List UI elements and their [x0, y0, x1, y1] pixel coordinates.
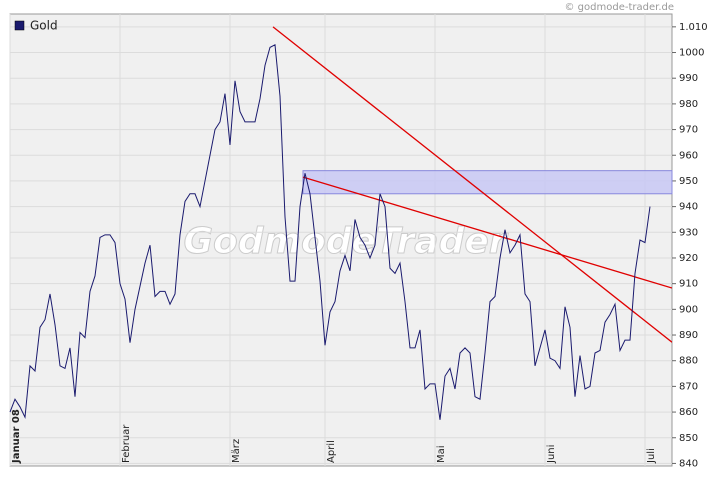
y-tick-label: 910 [679, 279, 698, 290]
y-tick-label: 990 [679, 73, 698, 84]
y-tick-label: 850 [679, 433, 698, 444]
y-tick-label: 950 [679, 176, 698, 187]
x-tick-label: März [231, 439, 242, 463]
x-tick-label: Mai [436, 445, 447, 463]
resistance-band [302, 170, 673, 195]
y-tick-label: 1.010 [679, 22, 708, 33]
y-tick-label: 960 [679, 150, 698, 161]
y-tick-label: 920 [679, 253, 698, 264]
trend-line [272, 26, 672, 343]
y-tick-label: 900 [679, 304, 698, 315]
y-tick-label: 980 [679, 99, 698, 110]
watermark: GodmodeTrader [183, 221, 508, 262]
y-tick-label: 930 [679, 227, 698, 238]
y-tick-label: 880 [679, 356, 698, 367]
x-tick-label: Februar [121, 424, 132, 463]
y-tick-label: 860 [679, 407, 698, 418]
x-tick-label: Januar 08 [11, 409, 22, 464]
x-tick-label: Juli [646, 448, 657, 464]
y-tick-label: 1000 [679, 48, 704, 59]
y-tick-label: 870 [679, 381, 698, 392]
legend-swatch [14, 20, 25, 31]
y-tick-label: 840 [679, 458, 698, 469]
x-tick-label: Juni [546, 445, 557, 464]
trend-line [302, 176, 672, 289]
source: © godmode-trader.de [565, 2, 675, 13]
y-tick-label: 890 [679, 330, 698, 341]
y-tick-label: 970 [679, 125, 698, 136]
y-tick-label: 940 [679, 202, 698, 213]
price-line [9, 44, 651, 420]
legend-label: Gold [30, 19, 58, 33]
x-tick-label: April [326, 440, 337, 463]
